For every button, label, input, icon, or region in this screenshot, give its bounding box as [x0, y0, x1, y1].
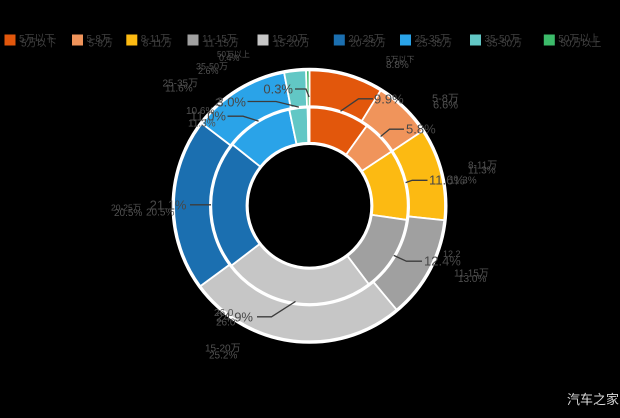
svg-text:0.3%: 0.3%	[263, 81, 293, 96]
svg-text:5万以下: 5万以下	[386, 55, 414, 64]
svg-text:11.6%: 11.6%	[165, 84, 193, 95]
svg-text:2.6%: 2.6%	[198, 66, 219, 76]
svg-text:5-8万: 5-8万	[432, 93, 459, 105]
svg-text:11-15万: 11-15万	[202, 34, 237, 45]
svg-text:12.4%: 12.4%	[424, 253, 461, 268]
svg-text:11-15万: 11-15万	[454, 269, 489, 280]
svg-text:35-50万: 35-50万	[485, 34, 521, 45]
svg-text:20-25万: 20-25万	[348, 34, 384, 45]
svg-text:8.8%: 8.8%	[386, 60, 409, 71]
svg-text:25.2%: 25.2%	[209, 351, 237, 362]
svg-text:26.0: 26.0	[214, 308, 234, 319]
svg-text:20-25万: 20-25万	[111, 203, 141, 213]
svg-text:15-20万: 15-20万	[205, 344, 241, 355]
svg-text:0.4%: 0.4%	[219, 53, 240, 63]
svg-text:5-8万: 5-8万	[87, 34, 111, 45]
svg-text:2: 2	[215, 98, 221, 109]
svg-text:9.9%: 9.9%	[374, 91, 404, 106]
svg-text:25-35万: 25-35万	[163, 79, 199, 90]
svg-text:20.5%: 20.5%	[146, 208, 174, 219]
svg-text:8-11万: 8-11万	[141, 34, 170, 45]
svg-text:5万以下: 5万以下	[19, 34, 55, 45]
svg-text:20-25万: 20-25万	[350, 39, 386, 50]
svg-text:11-15万: 11-15万	[204, 39, 239, 50]
svg-text:10.6%: 10.6%	[186, 106, 214, 117]
svg-text:5-8万: 5-8万	[89, 39, 113, 50]
svg-text:25-35万: 25-35万	[415, 34, 451, 45]
svg-text:20.5%: 20.5%	[114, 208, 142, 219]
svg-text:15-20万: 15-20万	[274, 39, 310, 50]
svg-text:12.2: 12.2	[443, 249, 461, 259]
svg-text:35-50万: 35-50万	[196, 62, 228, 72]
svg-text:35-50万: 35-50万	[487, 39, 523, 50]
svg-text:6.6%: 6.6%	[433, 100, 458, 112]
svg-text:11.3%: 11.3%	[468, 166, 496, 177]
svg-text:11.3%: 11.3%	[449, 176, 477, 187]
svg-text:15-20万: 15-20万	[272, 34, 308, 45]
svg-text:8-11万: 8-11万	[468, 161, 497, 172]
svg-text:8-11万: 8-11万	[143, 39, 172, 50]
svg-text:11.3%: 11.3%	[188, 119, 216, 130]
svg-text:26.0: 26.0	[216, 318, 236, 329]
svg-text:50万以上: 50万以上	[217, 50, 250, 59]
svg-text:13.0%: 13.0%	[458, 274, 486, 285]
svg-text:5万以下: 5万以下	[21, 39, 57, 50]
svg-text:50万以上: 50万以上	[560, 38, 601, 50]
svg-text:50万以上: 50万以上	[558, 33, 599, 45]
svg-text:21.1%: 21.1%	[150, 198, 187, 213]
svg-text:汽车之家: 汽车之家	[567, 392, 619, 407]
svg-text:24.9%: 24.9%	[216, 310, 253, 325]
svg-text:11.0%: 11.0%	[190, 109, 226, 124]
svg-text:5.8%: 5.8%	[406, 122, 436, 137]
svg-text:11.6%: 11.6%	[429, 173, 465, 188]
svg-text:25-35万: 25-35万	[417, 39, 453, 50]
svg-text:3.0%: 3.0%	[216, 94, 246, 109]
